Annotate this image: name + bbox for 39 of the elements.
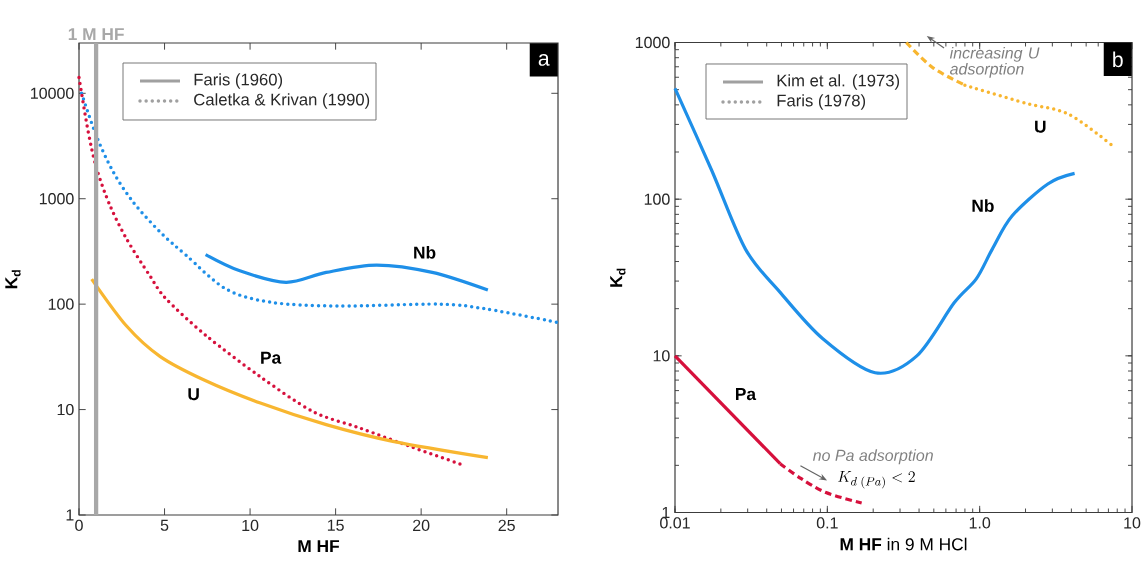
- series-label: Pa: [735, 388, 757, 401]
- x-tick-label: 15: [327, 519, 344, 531]
- series-label: U: [188, 388, 199, 401]
- x-tick-label: 25: [498, 519, 515, 532]
- y-tick-label: 1000: [635, 36, 670, 49]
- x-tick-label: 0.01: [660, 517, 690, 529]
- x-tick-label: 10: [1124, 517, 1141, 529]
- series-label: Pa: [261, 351, 282, 364]
- y-tick-label: 1: [66, 509, 74, 521]
- y-tick-label: 1000: [39, 193, 74, 205]
- annotation: Faris (1960): [194, 73, 283, 89]
- x-tick-label: 5: [160, 519, 169, 531]
- x-tick-label: 20: [413, 519, 430, 532]
- annotation: Faris (1978): [777, 94, 866, 110]
- x-axis-title: M HF in 9 M HCl: [840, 537, 967, 551]
- y-tick-label: 10000: [31, 87, 74, 99]
- x-tick-label: 10: [242, 519, 259, 532]
- annotation: Caletka & Krivan (1990): [194, 93, 370, 109]
- annotation: no Pa adsorption: [812, 449, 933, 465]
- ref-line-label: 1 M HF: [68, 28, 124, 41]
- x-axis-title: M HF: [298, 540, 340, 553]
- y-tick-label: 1: [662, 507, 670, 519]
- x-tick-label: 1.0: [969, 517, 991, 529]
- series-label: U: [1035, 120, 1046, 133]
- annotation: Kim et al. (1973): [777, 74, 900, 90]
- y-tick-label: 100: [644, 193, 670, 205]
- y-tick-label: 100: [48, 298, 74, 310]
- chart-title: a: [538, 54, 550, 66]
- y-tick-label: 10: [653, 350, 670, 362]
- x-tick-label: 0: [75, 519, 83, 532]
- y-axis-title: K$_{d}$: [610, 268, 626, 287]
- chart-title: b: [1113, 51, 1123, 68]
- x-tick-label: 0.1: [816, 517, 838, 529]
- series-label: Nb: [414, 245, 436, 259]
- annotation: $K_{d\;(Pa)} < 2$: [837, 470, 915, 489]
- y-axis-title: K$_{d}$: [5, 270, 21, 289]
- series-label: Nb: [972, 199, 994, 212]
- annotation: increasing U adsorption: [949, 46, 1040, 78]
- y-tick-label: 10: [57, 403, 74, 416]
